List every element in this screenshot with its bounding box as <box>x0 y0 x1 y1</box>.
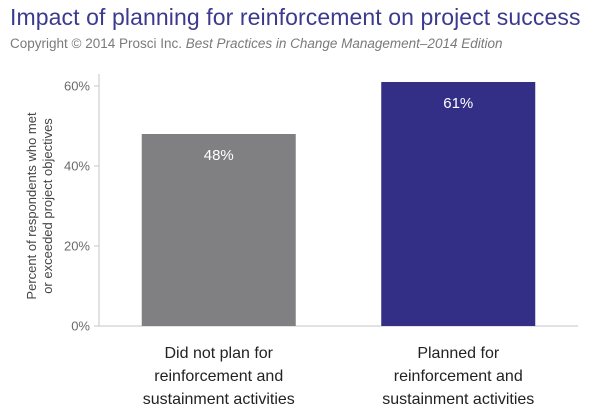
copyright-text: Copyright © 2014 Prosci Inc. <box>10 36 183 51</box>
y-tick-label: 0% <box>71 319 90 334</box>
y-axis-title: Percent of respondents who met or exceede… <box>24 112 55 300</box>
y-tick-label: 60% <box>64 79 90 94</box>
bar-data-label: 61% <box>443 95 473 112</box>
y-tick-label: 20% <box>64 239 90 254</box>
x-category-label: Did not plan for <box>164 345 273 362</box>
chart-subtitle: Copyright © 2014 Prosci Inc. Best Practi… <box>10 36 503 51</box>
x-category-label: Planned for <box>417 345 500 362</box>
x-category-label: sustainment activities <box>382 391 534 408</box>
bar <box>141 134 296 326</box>
chart-title: Impact of planning for reinforcement on … <box>10 4 581 30</box>
x-category-label: sustainment activities <box>143 391 295 408</box>
x-category-label: reinforcement and <box>154 368 283 385</box>
bar-data-label: 48% <box>204 147 234 164</box>
y-tick-label: 40% <box>64 159 90 174</box>
bar <box>381 82 536 326</box>
x-category-label: reinforcement and <box>394 368 523 385</box>
y-axis-title-line: Percent of respondents who met <box>24 112 39 300</box>
source-publication: Best Practices in Change Management–2014… <box>185 36 503 51</box>
y-axis-title-line: or exceeded project objectives <box>40 118 55 294</box>
